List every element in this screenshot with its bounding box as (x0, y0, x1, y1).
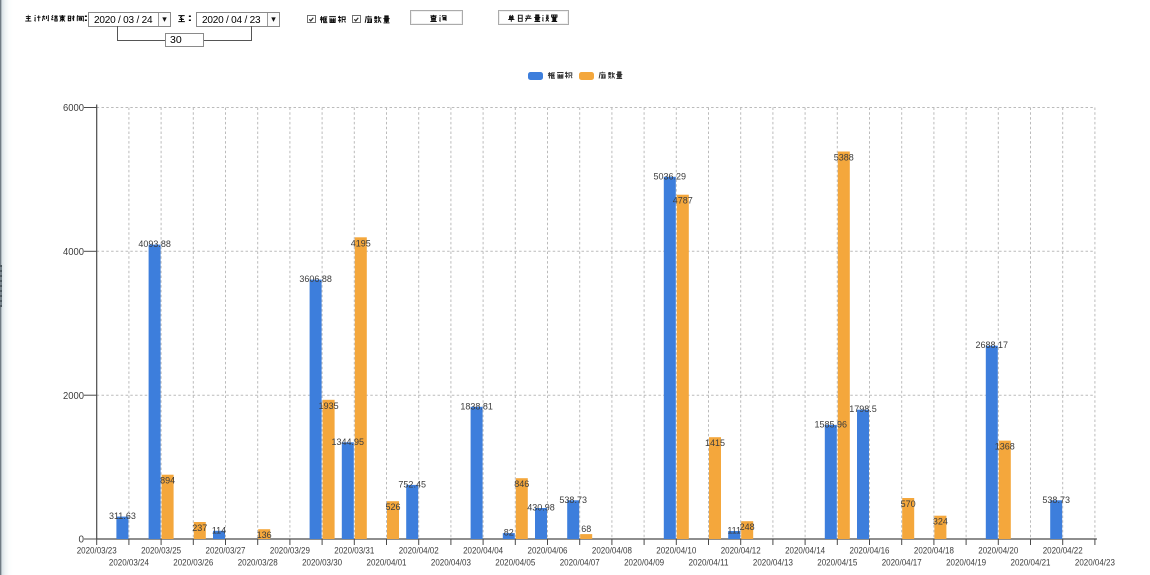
svg-text:2688.17: 2688.17 (976, 340, 1009, 350)
svg-text:1798.5: 1798.5 (849, 404, 877, 414)
svg-text:2020/04/17: 2020/04/17 (882, 558, 922, 569)
svg-text:5388: 5388 (834, 153, 854, 163)
svg-text:2020/04/01: 2020/04/01 (367, 558, 407, 569)
svg-text:4787: 4787 (673, 196, 693, 206)
svg-text:2020/03/28: 2020/03/28 (238, 558, 278, 569)
svg-text:2020/04/21: 2020/04/21 (1011, 558, 1051, 569)
svg-text:2020/04/11: 2020/04/11 (689, 558, 729, 569)
svg-text:430.98: 430.98 (527, 503, 555, 513)
svg-text:2020/04/14: 2020/04/14 (785, 546, 825, 557)
svg-text:2020/03/25: 2020/03/25 (141, 546, 181, 557)
svg-text:2020/04/04: 2020/04/04 (463, 546, 503, 557)
svg-text:5036.29: 5036.29 (654, 171, 687, 181)
svg-text:4000: 4000 (63, 246, 84, 258)
svg-text:2020/03/23: 2020/03/23 (77, 546, 117, 557)
svg-text:2020/04/02: 2020/04/02 (399, 546, 439, 557)
svg-text:2020/04/22: 2020/04/22 (1043, 546, 1083, 557)
svg-text:2020/04/23: 2020/04/23 (1075, 558, 1115, 569)
svg-text:2020/04/20: 2020/04/20 (978, 546, 1018, 557)
svg-text:2020/04/08: 2020/04/08 (592, 546, 632, 557)
svg-text:1838.81: 1838.81 (460, 401, 493, 411)
svg-text:6000: 6000 (63, 102, 84, 114)
svg-text:2020/03/29: 2020/03/29 (270, 546, 310, 557)
svg-text:2000: 2000 (63, 390, 84, 402)
svg-text:2020/04/03: 2020/04/03 (431, 558, 471, 569)
svg-text:2020/03/30: 2020/03/30 (302, 558, 342, 569)
svg-text:2020/04/19: 2020/04/19 (946, 558, 986, 569)
svg-text:2020/03/24: 2020/03/24 (109, 558, 149, 569)
svg-text:0: 0 (79, 534, 85, 546)
svg-text:752.45: 752.45 (398, 479, 426, 489)
svg-text:1344.95: 1344.95 (332, 437, 365, 447)
svg-text:82: 82 (504, 528, 514, 538)
svg-text:570: 570 (901, 499, 916, 509)
svg-text:1585.96: 1585.96 (815, 419, 848, 429)
svg-text:2020/04/13: 2020/04/13 (753, 558, 793, 569)
svg-text:248: 248 (740, 522, 755, 532)
svg-text:2020/03/26: 2020/03/26 (173, 558, 213, 569)
svg-text:3606.88: 3606.88 (299, 274, 332, 284)
svg-text:4093.88: 4093.88 (138, 239, 171, 249)
svg-text:846: 846 (514, 479, 529, 489)
svg-text:894: 894 (160, 476, 175, 486)
svg-text:2020/04/15: 2020/04/15 (817, 558, 857, 569)
svg-text:2020/03/31: 2020/03/31 (334, 546, 374, 557)
svg-text:4195: 4195 (351, 238, 371, 248)
svg-text:324: 324 (933, 517, 948, 527)
svg-text:1935: 1935 (319, 401, 339, 411)
svg-text:2020/04/09: 2020/04/09 (624, 558, 664, 569)
svg-text:2020/04/16: 2020/04/16 (850, 546, 890, 557)
svg-text:526: 526 (385, 502, 400, 512)
svg-text:1368: 1368 (995, 442, 1015, 452)
svg-text:2020/04/12: 2020/04/12 (721, 546, 761, 557)
svg-text:2020/03/27: 2020/03/27 (206, 546, 246, 557)
svg-text:2020/04/05: 2020/04/05 (495, 558, 535, 569)
svg-text:136: 136 (257, 530, 272, 540)
svg-text:2020/04/18: 2020/04/18 (914, 546, 954, 557)
svg-text:237: 237 (192, 523, 207, 533)
svg-text:1415: 1415 (705, 438, 725, 448)
svg-text:111: 111 (727, 526, 741, 536)
svg-text:538.73: 538.73 (1042, 495, 1070, 505)
svg-text:68: 68 (581, 524, 591, 534)
svg-text:538.73: 538.73 (559, 495, 587, 505)
svg-text:2020/04/06: 2020/04/06 (528, 546, 568, 557)
svg-text:114: 114 (212, 525, 226, 535)
svg-text:2020/04/07: 2020/04/07 (560, 558, 600, 569)
svg-text:311.63: 311.63 (109, 511, 136, 521)
svg-text:2020/04/10: 2020/04/10 (656, 546, 696, 557)
